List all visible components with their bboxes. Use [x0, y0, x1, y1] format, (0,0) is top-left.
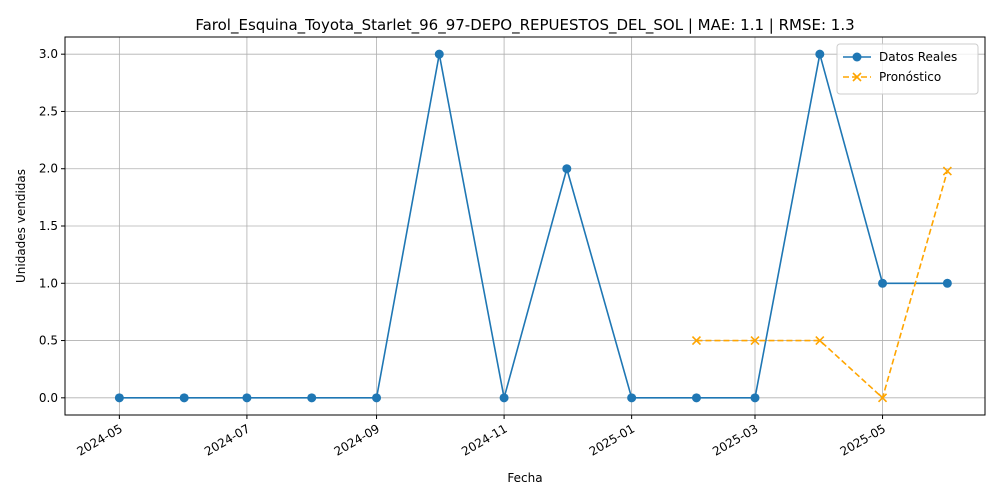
data-point — [434, 49, 444, 59]
data-point — [179, 393, 189, 403]
x-tick-label: 2025-05 — [838, 421, 888, 458]
legend-label: Pronóstico — [879, 70, 941, 84]
series-line-1 — [696, 170, 949, 400]
y-axis-label: Unidades vendidas — [14, 169, 28, 283]
x-tick-label: 2025-01 — [587, 421, 637, 458]
data-point — [942, 278, 952, 288]
data-point — [750, 335, 760, 346]
series-line-0 — [119, 53, 948, 399]
y-tick-label: 2.0 — [39, 162, 58, 176]
data-point — [750, 393, 760, 403]
data-point — [499, 393, 509, 403]
x-tick-label: 2025-03 — [710, 421, 760, 458]
data-point — [307, 393, 317, 403]
data-point — [942, 166, 952, 176]
x-tick-label: 2024-11 — [459, 421, 509, 458]
data-point-stroke — [877, 393, 888, 403]
data-point — [878, 278, 888, 288]
data-point — [114, 393, 124, 403]
data-point — [627, 393, 637, 403]
data-point — [691, 335, 702, 346]
data-point-stroke — [942, 166, 952, 176]
data-point — [815, 335, 825, 346]
data-point-stroke — [691, 335, 702, 346]
legend-marker — [852, 72, 862, 82]
y-tick-label: 1.5 — [39, 219, 58, 233]
y-tick-label: 2.5 — [39, 104, 58, 118]
x-axis: 2024-05 2024-07 2024-09 2024-11 2025-01 2025-… — [74, 415, 888, 459]
data-point — [815, 49, 825, 59]
x-axis-label: Fecha — [507, 471, 542, 485]
data-point — [242, 393, 252, 403]
y-tick-label: 1.0 — [39, 276, 58, 290]
legend: Datos Reales Pronóstico — [836, 43, 979, 95]
data-point — [691, 393, 701, 403]
data-point — [877, 393, 888, 403]
data-point — [562, 164, 572, 174]
y-tick-label: 0.0 — [39, 391, 58, 405]
x-tick-label: 2024-09 — [332, 421, 382, 458]
y-tick-label: 3.0 — [39, 47, 58, 61]
grid — [65, 37, 985, 415]
series-layer — [114, 49, 952, 403]
data-point-stroke — [750, 335, 760, 346]
y-axis: 0.0 0.5 1.0 1.5 2.0 2.5 3.0 — [39, 47, 65, 405]
x-tick-label: 2024-07 — [202, 421, 252, 458]
legend-marker-stroke — [852, 72, 862, 82]
data-point-stroke — [815, 335, 825, 346]
legend-marker — [852, 52, 862, 62]
x-tick-label: 2024-05 — [74, 421, 124, 458]
data-point — [372, 393, 382, 403]
legend-label: Datos Reales — [879, 50, 957, 64]
y-tick-label: 0.5 — [39, 334, 58, 348]
legend-box — [836, 43, 979, 95]
chart-title: Farol_Esquina_Toyota_Starlet_96_97-DEPO_… — [195, 16, 854, 35]
